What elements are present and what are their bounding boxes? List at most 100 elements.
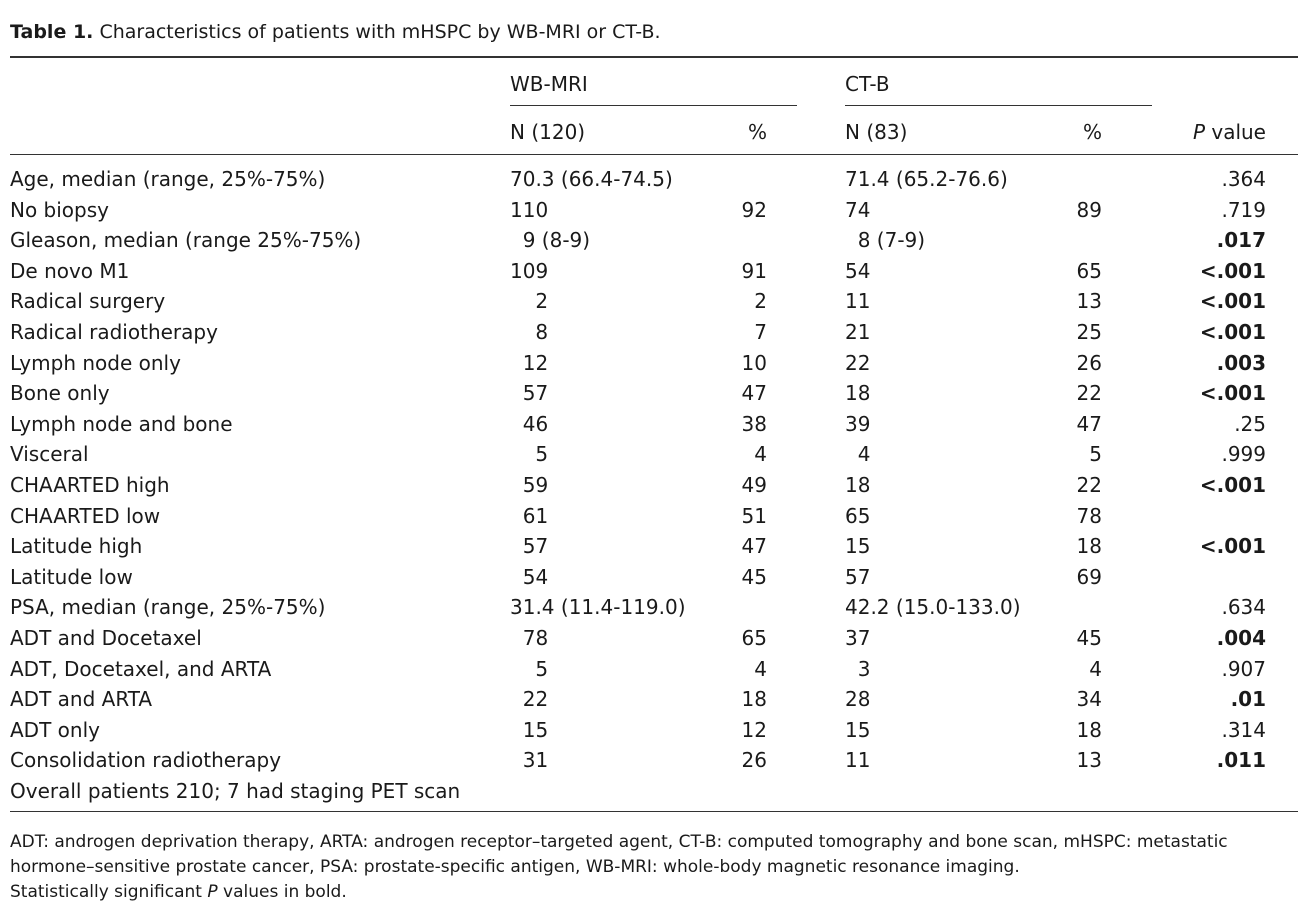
cell-ctb-pct: 65	[1076, 258, 1102, 283]
cell-ctb-pct: 78	[1076, 503, 1102, 528]
cell-ctb-pct: 22	[1076, 473, 1102, 497]
cell-wbmri-n: 57	[510, 534, 549, 559]
cell-wbmri-pct: 51	[741, 503, 767, 528]
cell-pvalue: <.001	[1199, 534, 1266, 559]
footnote-significance: Statistically significant P values in bo…	[10, 882, 347, 902]
cell-ctb-pct: 13	[1076, 748, 1102, 773]
cell-pvalue: .907	[1221, 656, 1266, 681]
cell-wbmri-pct: 47	[741, 381, 767, 406]
bottom-rule	[10, 811, 1298, 812]
cell-ctb-pct: 5	[1089, 442, 1102, 467]
cell-ctb-n: 22	[845, 350, 871, 375]
cell-pvalue: .01	[1230, 687, 1266, 712]
row-label: ADT and ARTA	[10, 687, 153, 712]
table-row: CHAARTED high 59 49 18 22 <.001	[10, 470, 1290, 501]
row-label: Latitude low	[10, 564, 133, 589]
cell-wbmri-n: 12	[510, 350, 549, 375]
row-label: ADT only	[10, 717, 100, 742]
cell-pvalue: .003	[1216, 350, 1266, 375]
table-row: PSA, median (range, 25%-75%) 31.4 (11.4-1…	[10, 592, 1290, 623]
table-row: No biopsy 110 92 74 89 .719	[10, 195, 1290, 226]
ctb-span-rule	[845, 105, 1152, 106]
cell-pvalue: <.001	[1199, 381, 1266, 406]
cell-ctb-n: 8 (7-9)	[845, 228, 926, 253]
table-row: Gleason, median (range 25%-75%) 9 (8-9) …	[10, 225, 1290, 256]
row-label: Visceral	[10, 442, 89, 467]
table-row: De novo M1 109 91 54 65 <.001	[10, 256, 1290, 287]
table-row: ADT, Docetaxel, and ARTA 5 4 3 4 .907	[10, 654, 1290, 685]
cell-ctb-n: 37	[845, 626, 871, 650]
cell-wbmri-pct: 49	[741, 473, 767, 497]
table-row: Age, median (range, 25%-75%) 70.3 (66.4-7…	[10, 164, 1290, 195]
cell-wbmri-pct: 92	[741, 197, 767, 222]
wbmri-span-rule	[510, 105, 797, 106]
cell-wbmri-n: 78	[510, 626, 549, 650]
cell-wbmri-pct: 10	[741, 350, 767, 375]
row-label: ADT, Docetaxel, and ARTA	[10, 656, 272, 681]
cell-ctb-n: 3	[845, 656, 871, 681]
cell-ctb-pct: 25	[1076, 320, 1102, 344]
cell-ctb-pct: 34	[1076, 687, 1102, 712]
cell-ctb-pct: 22	[1076, 381, 1102, 406]
cell-ctb-pct: 89	[1076, 197, 1102, 222]
table-title: Characteristics of patients with mHSPC b…	[99, 21, 661, 43]
cell-pvalue: <.001	[1199, 258, 1266, 283]
cell-ctb-n: 65	[845, 503, 871, 528]
row-label: Bone only	[10, 381, 110, 406]
cell-wbmri-n: 46	[510, 411, 549, 436]
footnote-abbreviations-1: ADT: androgen deprivation therapy, ARTA:…	[10, 832, 1228, 852]
cell-ctb-pct: 18	[1076, 717, 1102, 742]
cell-pvalue: .004	[1216, 626, 1266, 650]
cell-pvalue: .25	[1234, 411, 1266, 436]
cell-ctb-n: 4	[845, 442, 871, 467]
cell-wbmri-pct: 7	[754, 320, 767, 344]
cell-wbmri-n: 31.4 (11.4-119.0)	[510, 595, 686, 620]
table-row: Overall patients 210; 7 had staging PET …	[10, 776, 1290, 807]
group-header-ctb: CT-B	[845, 72, 890, 96]
cell-pvalue: <.001	[1199, 473, 1266, 497]
cell-ctb-n: 54	[845, 258, 871, 283]
cell-wbmri-n: 110	[510, 197, 549, 222]
cell-wbmri-pct: 65	[741, 626, 767, 650]
cell-wbmri-n: 5	[510, 656, 549, 681]
row-label: Radical surgery	[10, 289, 166, 314]
table-caption: Table 1. Characteristics of patients wit…	[10, 20, 661, 44]
table-row: Radical radiotherapy 8 7 21 25 <.001	[10, 317, 1290, 348]
cell-ctb-n: 28	[845, 687, 871, 712]
table-row: Visceral 5 4 4 5 .999	[10, 439, 1290, 470]
cell-wbmri-pct: 4	[754, 442, 767, 467]
cell-pvalue: .017	[1216, 228, 1266, 253]
cell-wbmri-pct: 47	[741, 534, 767, 559]
header-rule	[10, 154, 1298, 155]
cell-ctb-pct: 13	[1076, 289, 1102, 314]
cell-ctb-n: 57	[845, 564, 871, 589]
row-label: Latitude high	[10, 534, 143, 559]
cell-wbmri-n: 61	[510, 503, 549, 528]
cell-ctb-n: 74	[845, 197, 871, 222]
row-label: PSA, median (range, 25%-75%)	[10, 595, 326, 620]
cell-wbmri-n: 5	[510, 442, 549, 467]
row-label: Overall patients 210; 7 had staging PET …	[10, 779, 461, 803]
cell-ctb-n: 39	[845, 411, 871, 436]
table-row: Latitude high 57 47 15 18 <.001	[10, 531, 1290, 562]
cell-ctb-n: 15	[845, 717, 871, 742]
cell-wbmri-n: 109	[510, 258, 549, 283]
cell-wbmri-n: 54	[510, 564, 549, 589]
cell-wbmri-pct: 26	[741, 748, 767, 773]
table-row: CHAARTED low 61 51 65 78	[10, 501, 1290, 532]
cell-ctb-n: 71.4 (65.2-76.6)	[845, 167, 1008, 191]
table-row: Radical surgery 2 2 11 13 <.001	[10, 286, 1290, 317]
cell-ctb-n: 18	[845, 381, 871, 406]
cell-wbmri-n: 9 (8-9)	[510, 228, 591, 253]
table-page: Table 1. Characteristics of patients wit…	[10, 0, 1298, 917]
row-label: Consolidation radiotherapy	[10, 748, 282, 773]
cell-pvalue: .999	[1221, 442, 1266, 467]
header-ctb-n: N (83)	[845, 120, 908, 144]
cell-wbmri-n: 57	[510, 381, 549, 406]
cell-ctb-n: 21	[845, 320, 871, 344]
cell-wbmri-n: 22	[510, 687, 549, 712]
cell-pvalue: .364	[1221, 167, 1266, 191]
row-label: Lymph node and bone	[10, 411, 233, 436]
table-row: ADT and Docetaxel 78 65 37 45 .004	[10, 623, 1290, 654]
cell-wbmri-n: 70.3 (66.4-74.5)	[510, 167, 673, 191]
